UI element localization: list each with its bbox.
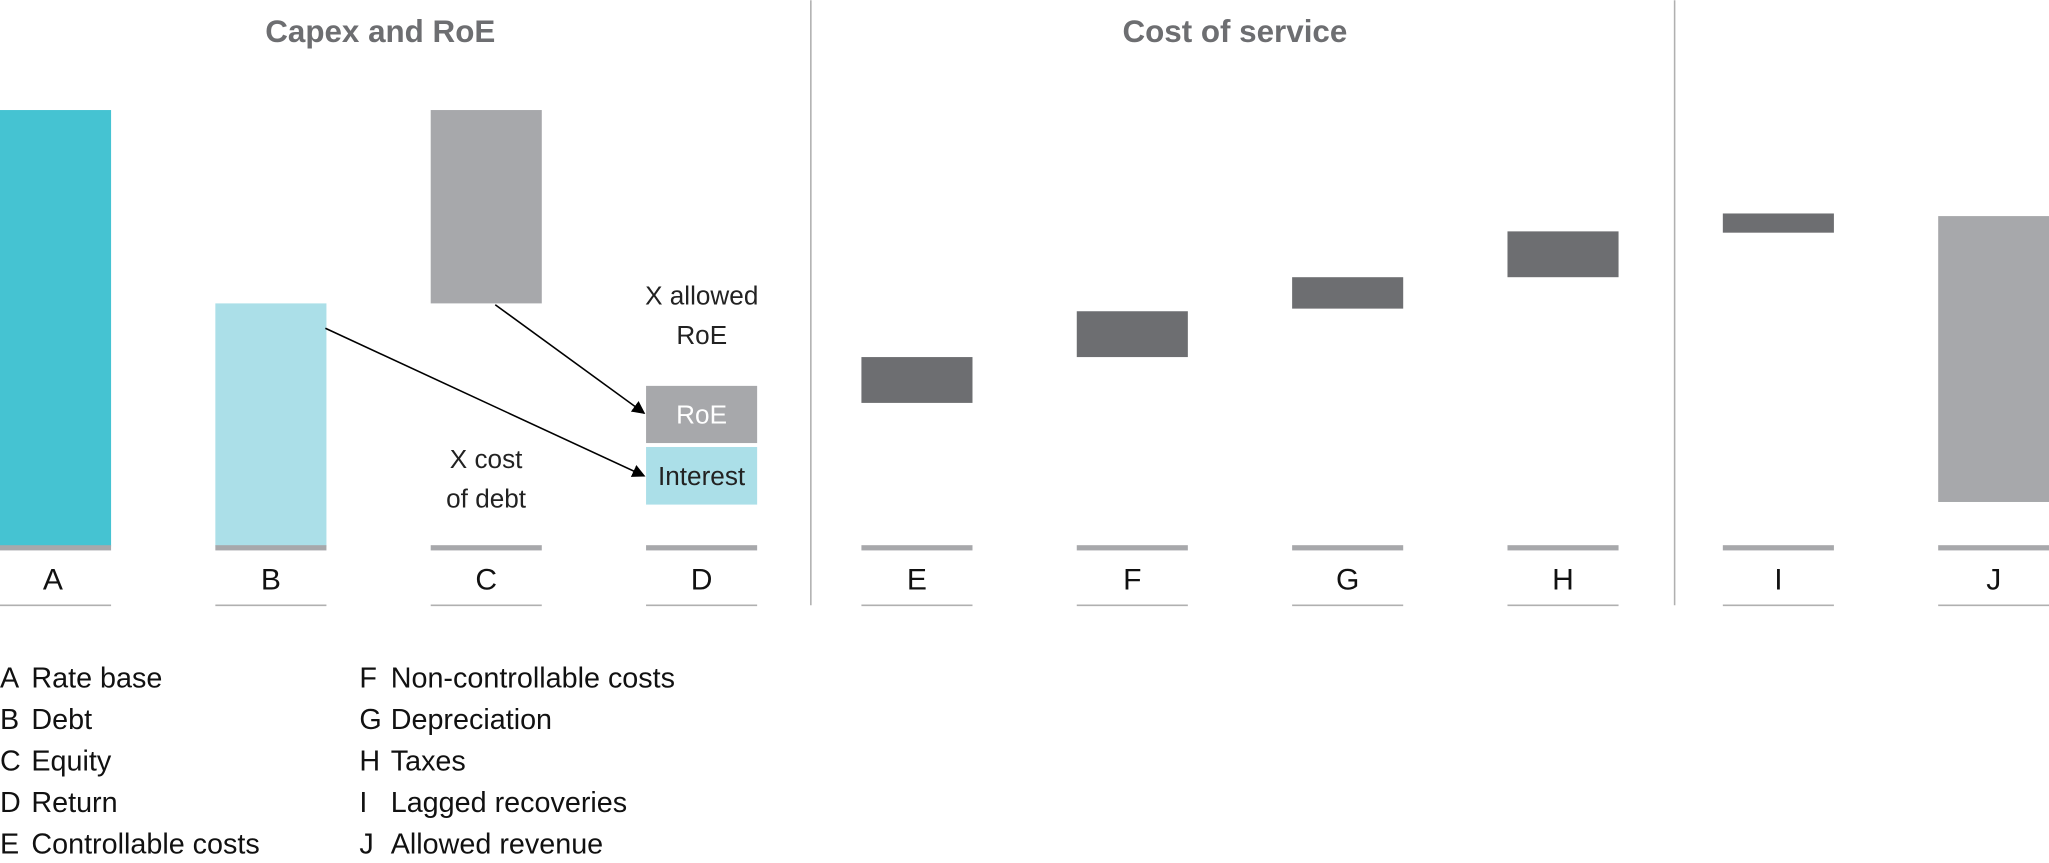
baseline-a bbox=[0, 545, 112, 551]
bar-c bbox=[430, 110, 542, 304]
arrow-debt-to-interest bbox=[325, 327, 646, 477]
bar-a bbox=[0, 110, 112, 547]
category-label-e: E bbox=[907, 564, 927, 597]
bar-f bbox=[1076, 311, 1188, 358]
annotation-cost-of-debt-1: X cost bbox=[450, 444, 523, 474]
bar-e bbox=[861, 357, 973, 403]
baseline-e bbox=[861, 545, 973, 551]
section-title-capex: Capex and RoE bbox=[265, 14, 495, 49]
baseline-c bbox=[430, 545, 542, 551]
legend-text-h: Taxes bbox=[391, 746, 466, 778]
baseline-h bbox=[1507, 545, 1619, 551]
baseline-f bbox=[1076, 545, 1188, 551]
baseline-i bbox=[1722, 545, 1834, 551]
category-label-d: D bbox=[691, 564, 713, 597]
legend-key-g: G bbox=[359, 704, 381, 736]
bar-d-interest bbox=[646, 446, 758, 505]
category-label-f: F bbox=[1123, 564, 1141, 597]
baseline-b bbox=[215, 545, 327, 551]
bar-d-roe bbox=[646, 385, 758, 444]
legend-key-e: E bbox=[0, 829, 19, 861]
legend-key-b: B bbox=[0, 704, 19, 736]
legend-text-a: Rate base bbox=[31, 663, 162, 695]
legend-key-c: C bbox=[0, 746, 21, 778]
legend-key-a: A bbox=[0, 663, 20, 695]
legend-text-i: Lagged recoveries bbox=[391, 787, 627, 819]
bar-h bbox=[1507, 231, 1619, 278]
category-label-h: H bbox=[1552, 564, 1574, 597]
baseline-g bbox=[1292, 545, 1404, 551]
category-label-b: B bbox=[261, 564, 281, 597]
category-label-c: C bbox=[475, 564, 497, 597]
bar-b bbox=[215, 303, 327, 547]
annotation-cost-of-debt-2: of debt bbox=[446, 483, 527, 513]
bar-g bbox=[1292, 277, 1404, 309]
bar-i bbox=[1722, 213, 1834, 233]
legend-text-g: Depreciation bbox=[391, 704, 552, 736]
annotation-allowed-roe-1: X allowed bbox=[645, 281, 758, 311]
legend-key-h: H bbox=[359, 746, 380, 778]
legend-key-f: F bbox=[359, 663, 377, 695]
bar-j bbox=[1938, 216, 2049, 502]
bar-label: RoE bbox=[676, 400, 727, 430]
legend-text-j: Allowed revenue bbox=[391, 829, 603, 861]
category-label-g: G bbox=[1336, 564, 1359, 597]
legend-key-j: J bbox=[359, 829, 373, 861]
legend-text-b: Debt bbox=[31, 704, 92, 736]
legend-text-e: Controllable costs bbox=[31, 829, 259, 861]
category-label-a: A bbox=[43, 564, 63, 597]
section-title-cost-of-service: Cost of service bbox=[1122, 14, 1347, 49]
legend-text-d: Return bbox=[31, 787, 117, 819]
annotation-allowed-roe-2: RoE bbox=[676, 320, 727, 350]
baseline-d bbox=[646, 545, 758, 551]
category-label-j: J bbox=[1986, 564, 2001, 597]
bar-label: Interest bbox=[658, 461, 746, 491]
legend-text-c: Equity bbox=[31, 746, 111, 778]
legend-text-f: Non-controllable costs bbox=[391, 663, 675, 695]
legend-key-i: I bbox=[359, 787, 367, 819]
baseline-j bbox=[1938, 545, 2049, 551]
arrow-equity-to-roe bbox=[494, 304, 646, 414]
legend-key-d: D bbox=[0, 787, 21, 819]
category-label-i: I bbox=[1774, 564, 1782, 597]
